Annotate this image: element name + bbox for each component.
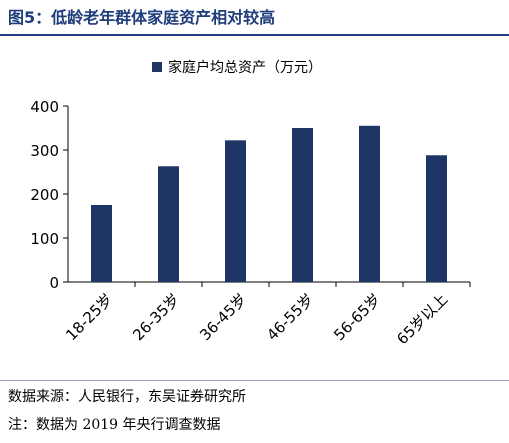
legend-label: 家庭户均总资产（万元） [168, 59, 322, 76]
x-tick-labels: 18-25岁 26-35岁 36-45岁 46-55岁 56-65岁 65岁以上 [62, 290, 451, 348]
bars [91, 125, 447, 282]
y-tick-label: 300 [30, 142, 59, 160]
bar [225, 140, 246, 282]
x-tick-label: 36-45岁 [196, 290, 250, 344]
bar [292, 128, 313, 282]
title-divider [0, 34, 509, 36]
bar-chart: 家庭户均总资产（万元） 0 100 200 300 400 18-25岁 26-35岁 36… [30, 59, 471, 348]
bar [91, 205, 112, 282]
source-divider [0, 380, 509, 381]
data-note: 注：数据为 2019 年央行调查数据 [8, 417, 221, 433]
data-source: 数据来源：人民银行，东吴证券研究所 [8, 389, 246, 405]
x-tick-label: 18-25岁 [62, 290, 116, 344]
chart-legend: 家庭户均总资产（万元） [152, 59, 322, 76]
bar [158, 166, 179, 282]
bar [426, 155, 447, 282]
x-tick-label: 46-55岁 [263, 290, 317, 344]
figure-title: 图5：低龄老年群体家庭资产相对较高 [8, 8, 276, 27]
x-tick-label: 65岁以上 [393, 290, 451, 348]
x-tick-label: 26-35岁 [129, 290, 183, 344]
chart-axes: 0 100 200 300 400 [30, 98, 471, 292]
y-tick-label: 100 [30, 230, 59, 248]
legend-swatch [152, 62, 162, 72]
bar [359, 125, 380, 282]
y-tick-label: 200 [30, 186, 59, 204]
x-tick-label: 56-65岁 [330, 290, 384, 344]
y-tick-label: 400 [30, 98, 59, 116]
y-tick-label: 0 [49, 274, 59, 292]
